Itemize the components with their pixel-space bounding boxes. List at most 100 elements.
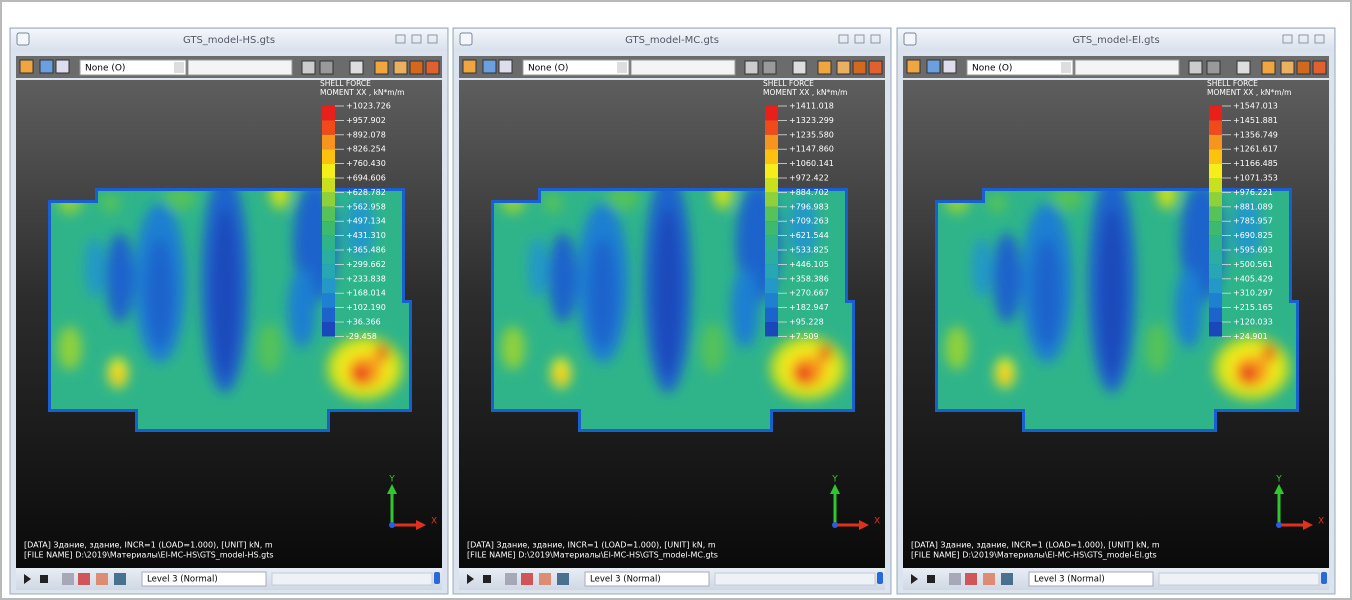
toolbar-icon[interactable] xyxy=(463,60,476,73)
legend-value: +760.430 xyxy=(346,159,386,168)
second-dropdown[interactable] xyxy=(188,60,292,75)
bar-icon[interactable] xyxy=(557,573,569,585)
toolbar-icon[interactable] xyxy=(927,60,940,73)
contour-region xyxy=(993,233,1021,323)
legend-value: +796.983 xyxy=(789,202,829,211)
toolbar-icon[interactable] xyxy=(375,61,388,74)
toolbar-icon[interactable] xyxy=(763,61,776,74)
legend-value: +310.297 xyxy=(1233,289,1273,298)
bar-icon[interactable] xyxy=(983,573,995,585)
legend-value: +826.254 xyxy=(346,145,386,154)
legend-band xyxy=(765,178,778,192)
legend-value: +694.606 xyxy=(346,174,386,183)
second-dropdown[interactable] xyxy=(1075,60,1179,75)
toolbar-icon[interactable] xyxy=(56,60,69,73)
toolbar-icon[interactable] xyxy=(869,61,882,74)
legend-band xyxy=(1209,120,1222,134)
bar-icon[interactable] xyxy=(78,573,90,585)
legend-value: +621.544 xyxy=(789,231,829,240)
legend-band xyxy=(765,192,778,206)
toolbar-icon[interactable] xyxy=(837,61,850,74)
level-dropdown-text: Level 3 (Normal) xyxy=(1034,575,1105,585)
bar-icon[interactable] xyxy=(949,573,961,585)
toolbar-icon[interactable] xyxy=(394,61,407,74)
legend-title: MOMENT XX , kN*m/m xyxy=(320,88,404,97)
legend-value: +892.078 xyxy=(346,130,386,139)
level-dropdown-text: Level 3 (Normal) xyxy=(590,575,661,585)
toolbar-icon[interactable] xyxy=(499,60,512,73)
legend-value: +957.902 xyxy=(346,116,386,125)
toolbar-icon[interactable] xyxy=(1207,61,1220,74)
toolbar-icon[interactable] xyxy=(426,61,439,74)
toolbar-icon[interactable] xyxy=(1237,61,1250,74)
contour-region xyxy=(972,238,992,298)
toolbar-icon[interactable] xyxy=(350,61,363,74)
legend-value: +500.561 xyxy=(1233,260,1273,269)
slider-thumb[interactable] xyxy=(434,572,440,584)
z-axis-dot xyxy=(832,522,838,528)
contour-region xyxy=(258,323,282,373)
toolbar-icon[interactable] xyxy=(793,61,806,74)
toolbar-icon[interactable] xyxy=(40,60,53,73)
legend-band xyxy=(322,308,335,322)
legend-value: +562.958 xyxy=(346,202,386,211)
legend-band xyxy=(1209,293,1222,307)
toolbar-icon[interactable] xyxy=(943,60,956,73)
toolbar-icon[interactable] xyxy=(1189,61,1202,74)
toolbar-icon[interactable] xyxy=(302,61,315,74)
toolbar-icon[interactable] xyxy=(853,61,866,74)
legend-band xyxy=(322,164,335,178)
toolbar-icon[interactable] xyxy=(1313,61,1326,74)
toolbar-icon[interactable] xyxy=(1262,61,1275,74)
toolbar-icon[interactable] xyxy=(907,60,920,73)
x-axis-label: X xyxy=(1318,517,1324,527)
legend-value: +299.662 xyxy=(346,260,386,269)
toolbar-icon[interactable] xyxy=(818,61,831,74)
bar-icon[interactable] xyxy=(62,573,74,585)
legend-band xyxy=(1209,149,1222,163)
level-slider[interactable] xyxy=(1159,573,1319,585)
legend-band xyxy=(322,279,335,293)
legend-value: +497.134 xyxy=(346,217,386,226)
toolbar-icon[interactable] xyxy=(745,61,758,74)
info-line: [DATA] Здание, здание, INCR=1 (LOAD=1.00… xyxy=(467,541,716,550)
legend-band xyxy=(765,221,778,235)
bar-icon[interactable] xyxy=(114,573,126,585)
toolbar-icon[interactable] xyxy=(1281,61,1294,74)
second-dropdown[interactable] xyxy=(631,60,735,75)
y-axis-label: Y xyxy=(388,475,395,485)
legend-band xyxy=(322,149,335,163)
toolbar-icon[interactable] xyxy=(320,61,333,74)
toolbar-icon[interactable] xyxy=(20,60,33,73)
contour-region xyxy=(352,365,368,385)
toolbar-icon[interactable] xyxy=(483,60,496,73)
bar-icon[interactable] xyxy=(1001,573,1013,585)
legend-band xyxy=(322,120,335,134)
legend-value: +405.429 xyxy=(1233,274,1273,283)
legend-value: +1023.726 xyxy=(346,102,391,111)
slider-thumb[interactable] xyxy=(877,572,883,584)
contour-region xyxy=(376,344,388,362)
legend-value: +709.263 xyxy=(789,217,829,226)
bar-icon[interactable] xyxy=(505,573,517,585)
bar-icon[interactable] xyxy=(521,573,533,585)
legend-band xyxy=(322,322,335,336)
window-title: GTS_model-El.gts xyxy=(1072,35,1159,46)
stop-button[interactable] xyxy=(927,575,935,583)
z-axis-dot xyxy=(389,522,395,528)
bar-icon[interactable] xyxy=(965,573,977,585)
stop-button[interactable] xyxy=(40,575,48,583)
legend-value: +1261.617 xyxy=(1233,145,1278,154)
stop-button[interactable] xyxy=(483,575,491,583)
contour-region xyxy=(1001,370,1009,382)
legend-value: -29.458 xyxy=(346,332,377,341)
toolbar-icon[interactable] xyxy=(410,61,423,74)
toolbar-icon[interactable] xyxy=(1297,61,1310,74)
legend-band xyxy=(1209,264,1222,278)
bar-icon[interactable] xyxy=(539,573,551,585)
level-slider[interactable] xyxy=(715,573,875,585)
level-slider[interactable] xyxy=(272,573,432,585)
slider-thumb[interactable] xyxy=(1321,572,1327,584)
legend-band xyxy=(1209,106,1222,120)
bar-icon[interactable] xyxy=(96,573,108,585)
